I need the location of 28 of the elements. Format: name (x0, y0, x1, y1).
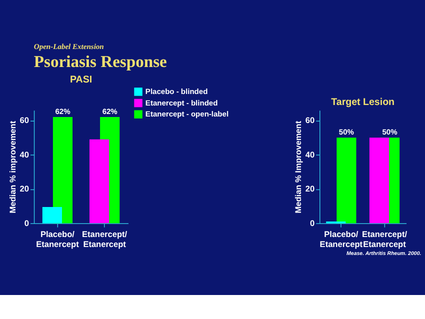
x-tick-label: Placebo/Etanercept (36, 230, 80, 249)
legend-label: Etanercept - open-label (145, 110, 229, 119)
y-tick-label: 60 (20, 116, 30, 126)
data-label: 62% (102, 107, 118, 116)
y-tick-label: 0 (310, 218, 315, 228)
data-label: 62% (55, 107, 71, 116)
x-tick-label: Etanercept/Etanercept (362, 230, 408, 249)
data-label: 50% (338, 128, 354, 137)
y-tick-label: 20 (305, 184, 315, 194)
y-axis-title: Median % Improvement (294, 120, 303, 214)
y-tick-label: 0 (24, 218, 30, 228)
x-tick-label: Etanercept/Etanercept (82, 230, 128, 249)
text: Psoriasis Response (34, 52, 167, 72)
bar (89, 139, 110, 224)
x-tick-label: Placebo/Etanercept (320, 230, 363, 249)
chart-title: PASI (70, 74, 92, 86)
legend-label: Etanercept - blinded (145, 98, 218, 108)
y-tick-label: 40 (20, 150, 30, 160)
data-label: 50% (382, 128, 398, 137)
bar (42, 206, 62, 224)
legend-label: Placebo - blinded (145, 87, 208, 96)
chart-title: Target Lesion (331, 96, 395, 108)
y-tick-label: 60 (305, 116, 315, 126)
y-tick-label: 40 (305, 150, 315, 160)
y-axis-title: Median % improvement (8, 120, 18, 214)
text: Open-Label Extension (34, 42, 104, 52)
y-tick-label: 20 (20, 184, 30, 194)
bar (52, 117, 73, 224)
